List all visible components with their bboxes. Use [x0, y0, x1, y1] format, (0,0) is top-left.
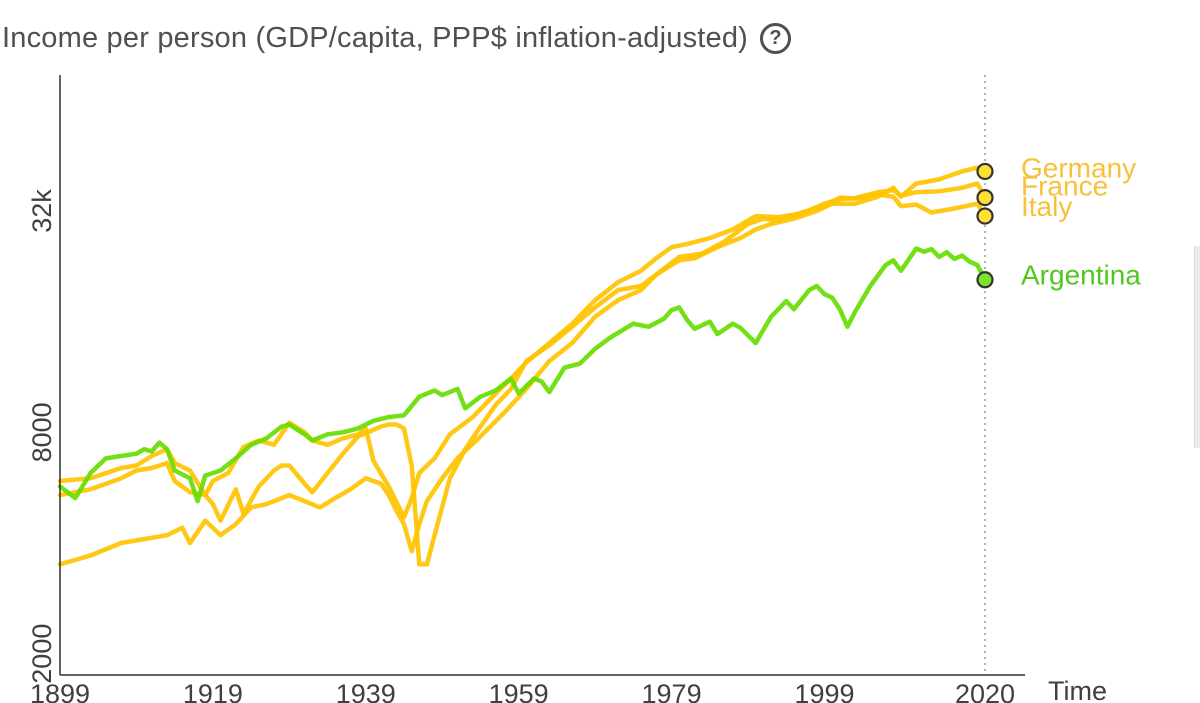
x-tick-label-1899: 1899 — [30, 679, 90, 703]
y-tick-label-2000: 2000 — [27, 624, 57, 684]
series-line-italy — [57, 192, 988, 567]
x-tick-label-1979: 1979 — [642, 679, 702, 703]
end-marker-argentina — [976, 271, 994, 289]
axis-ticks: 1899 1919 1939 1959 1979 1999 2020 Time 2000 8000… — [27, 189, 1107, 703]
series-line-argentina — [57, 246, 988, 504]
series-line-france — [57, 181, 988, 520]
side-scroll-handle[interactable] — [1194, 246, 1200, 448]
x-tick-label-1939: 1939 — [336, 679, 396, 703]
x-tick-label-1999: 1999 — [794, 679, 854, 703]
x-tick-label-1959: 1959 — [489, 679, 549, 703]
end-marker-france — [976, 189, 994, 207]
y-tick-label-8000: 8000 — [27, 402, 57, 462]
help-icon[interactable]: ? — [760, 23, 792, 54]
end-marker-italy — [976, 207, 994, 225]
x-tick-label-1919: 1919 — [183, 679, 243, 703]
y-tick-label-32k: 32k — [27, 189, 57, 233]
end-label-germany: Germany — [1021, 153, 1136, 184]
end-label-argentina: Argentina — [1021, 259, 1141, 290]
end-label-italy: Italy — [1021, 191, 1072, 222]
x-axis-label: Time — [1048, 676, 1107, 703]
chart-title: Income per person (GDP/capita, PPP$ infl… — [2, 22, 792, 55]
series-lines — [57, 165, 988, 567]
chart-title-text: Income per person (GDP/capita, PPP$ infl… — [2, 22, 749, 54]
end-marker-germany — [976, 162, 994, 181]
x-tick-label-2020: 2020 — [955, 679, 1015, 703]
end-label-france: France — [1021, 171, 1108, 202]
series-end-markers — [976, 162, 994, 289]
